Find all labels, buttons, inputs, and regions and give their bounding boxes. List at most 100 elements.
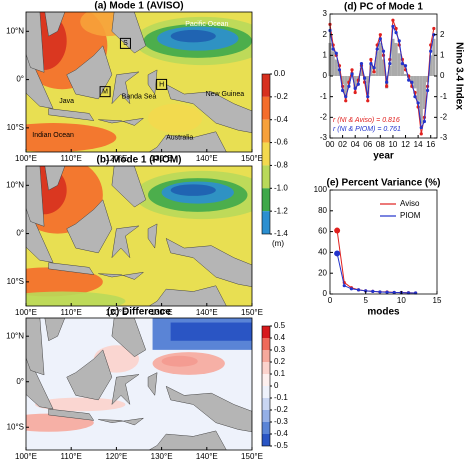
colorbar-cell xyxy=(262,398,270,410)
y2-axis-label: Nino 3.4 Index xyxy=(453,42,464,110)
series-line xyxy=(329,24,435,130)
colorbar-label: 0.1 xyxy=(274,369,286,378)
y-tick-label: 10°S xyxy=(7,422,24,431)
series-point xyxy=(385,80,389,84)
index-bar xyxy=(331,51,335,76)
x-tick-label: 130°E xyxy=(151,154,173,163)
y-tick-label: -2 xyxy=(320,112,328,121)
land xyxy=(48,262,95,275)
colorbar-label: -0.5 xyxy=(274,441,288,450)
map-field xyxy=(26,12,252,152)
region-box xyxy=(156,78,168,90)
colorbar-unit: (m) xyxy=(272,239,284,248)
colorbar-cell xyxy=(262,410,270,422)
series-point xyxy=(372,70,376,74)
field xyxy=(26,267,103,297)
series-point xyxy=(353,86,357,90)
series-point xyxy=(429,49,433,53)
y-tick-label: 10°S xyxy=(7,277,24,286)
series-point xyxy=(422,119,427,124)
index-bar xyxy=(369,63,373,76)
field xyxy=(35,397,126,412)
y-tick-label: 0 xyxy=(323,289,328,298)
x-tick-label: 110°E xyxy=(61,154,82,163)
x-axis-label: year xyxy=(373,151,394,162)
land xyxy=(48,108,95,121)
colorbar-label: -0.4 xyxy=(274,115,288,124)
land xyxy=(148,285,227,306)
index-bar xyxy=(422,76,426,110)
colorbar-label: -0.1 xyxy=(274,393,288,402)
series-point xyxy=(375,47,379,51)
y-tick-label: 0° xyxy=(16,75,24,84)
series-point xyxy=(378,33,382,37)
series-point xyxy=(378,290,382,294)
series-point xyxy=(349,287,353,291)
series-point xyxy=(391,18,395,22)
y2-tick-label: -1 xyxy=(440,92,448,101)
legend-label: Aviso xyxy=(400,199,420,208)
colorbar-label: 0.3 xyxy=(274,345,286,354)
map-title: (c) Difference xyxy=(107,307,171,318)
annotation: Banda Sea xyxy=(122,93,157,100)
series-point xyxy=(337,68,342,72)
x-tick-label: 16 xyxy=(426,140,435,149)
x-tick-label: 14 xyxy=(414,140,423,149)
annotation: r (NI & Aviso) = 0.816 xyxy=(333,117,400,124)
index-bar xyxy=(353,76,357,89)
land xyxy=(26,351,54,410)
index-bar xyxy=(410,76,414,85)
colorbar-cell xyxy=(262,142,270,166)
colorbar-label: 0.4 xyxy=(274,333,286,342)
land xyxy=(165,237,252,287)
colorbar-label: 0.0 xyxy=(274,69,286,78)
land xyxy=(48,408,95,421)
x-tick-label: 130°E xyxy=(151,308,173,317)
land xyxy=(111,318,147,357)
frame xyxy=(329,189,438,295)
index-bar xyxy=(366,76,370,95)
index-bar xyxy=(397,53,401,76)
y-tick-label: 10°N xyxy=(6,331,24,340)
legend-label: PIOM xyxy=(400,211,421,220)
panel-title: (d) PC of Mode 1 xyxy=(344,2,423,13)
series-point xyxy=(353,90,357,95)
x-tick-label: 02 xyxy=(338,140,347,149)
x-tick-label: 120°E xyxy=(105,308,127,317)
index-bar xyxy=(425,76,430,83)
field xyxy=(170,29,216,43)
series-point xyxy=(356,288,361,292)
panel-title: (e) Percent Variance (%) xyxy=(327,178,441,189)
series-point xyxy=(334,250,341,257)
series-point xyxy=(381,49,386,53)
series-point xyxy=(334,227,341,234)
series-line xyxy=(336,230,416,294)
x-tick-label: 5 xyxy=(363,296,368,305)
index-bar xyxy=(375,51,379,76)
index-bar xyxy=(432,38,436,76)
land xyxy=(111,166,147,208)
colorbar-cell xyxy=(262,119,270,143)
map-title: (a) Mode 1 (AVISO) xyxy=(94,1,183,12)
colorbar-cell xyxy=(262,350,270,362)
colorbar-label: -0.2 xyxy=(274,92,288,101)
colorbar-label: -0.4 xyxy=(274,429,288,438)
colorbar-cell xyxy=(262,362,270,374)
land xyxy=(111,374,140,406)
colorbar-cell xyxy=(262,326,270,338)
land xyxy=(98,271,145,280)
land xyxy=(66,349,113,401)
y-tick-label: 2 xyxy=(323,30,328,39)
land xyxy=(98,117,145,126)
land xyxy=(66,199,113,254)
land xyxy=(66,45,113,100)
series-point xyxy=(331,47,335,51)
y-tick-label: -3 xyxy=(320,133,328,142)
series-point xyxy=(344,99,348,103)
index-bar xyxy=(341,76,345,85)
y-tick-label: 10°S xyxy=(7,123,24,132)
land xyxy=(148,430,227,450)
land xyxy=(111,225,140,259)
land xyxy=(165,83,252,133)
